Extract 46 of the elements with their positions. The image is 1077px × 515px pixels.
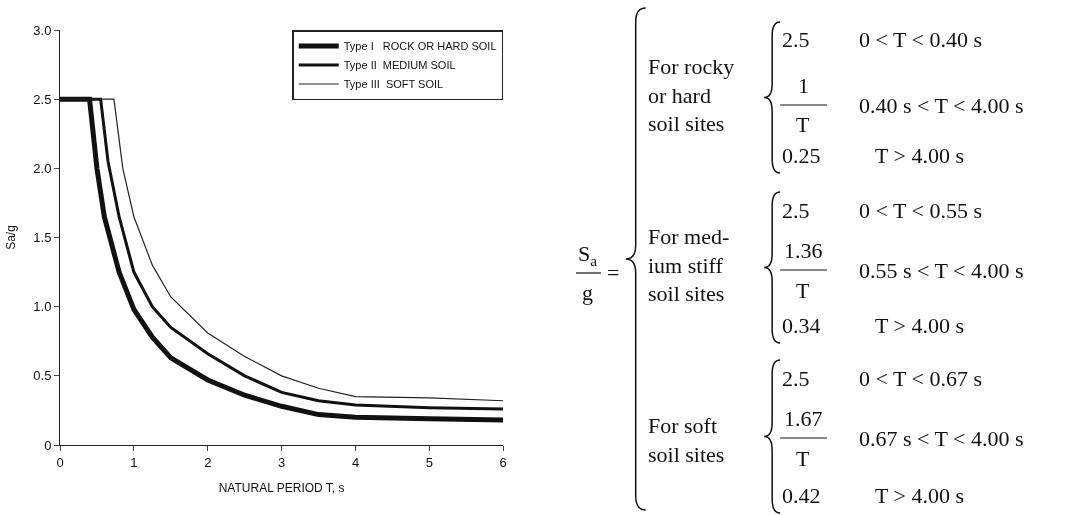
- text: 2.5: [782, 198, 810, 223]
- text: T > 4.00 s: [875, 483, 965, 508]
- text: For rocky or hard soil sites: [648, 54, 735, 137]
- x-tick-label: 0: [56, 454, 64, 470]
- text: 1: [798, 73, 809, 98]
- text: 0 < T < 0.40 s: [859, 27, 983, 52]
- text: For med- ium stiff soil sites: [648, 224, 730, 307]
- legend-label: Type I ROCK OR HARD SOIL: [343, 40, 497, 53]
- legend-label: Type III SOFT SOIL: [343, 78, 444, 91]
- text: T > 4.00 s: [875, 313, 965, 338]
- text: T: [796, 278, 810, 303]
- y-tick-label: 3.0: [33, 22, 52, 38]
- text: 0.25: [782, 143, 821, 168]
- text: 2.5: [782, 27, 810, 52]
- x-tick-label: 6: [499, 454, 507, 470]
- y-tick-label: 2.0: [33, 160, 52, 176]
- text: 0 < T < 0.67 s: [859, 366, 983, 391]
- text: 0 < T < 0.55 s: [859, 198, 983, 223]
- text: T: [796, 446, 810, 471]
- text: =: [607, 260, 620, 285]
- x-tick-label: 4: [351, 454, 360, 470]
- x-tick-label: 1: [130, 454, 138, 470]
- text: S$_{a}$: [578, 241, 598, 269]
- text: 1.36: [784, 238, 823, 263]
- x-tick-label: 2: [204, 454, 212, 470]
- y-axis-title: Sa/g: [3, 225, 18, 250]
- y-tick-label: 1.0: [33, 299, 52, 315]
- text: For soft soil sites: [648, 413, 725, 467]
- text: T > 4.00 s: [875, 143, 965, 168]
- text: 0.40 s < T < 4.00 s: [859, 93, 1024, 118]
- y-tick-label: 0.5: [33, 368, 52, 384]
- legend-label: Type II MEDIUM SOIL: [343, 59, 456, 72]
- y-tick-label: 2.5: [33, 91, 52, 107]
- text: 1.67: [784, 406, 823, 431]
- x-axis-title: NATURAL PERIOD T, s: [218, 481, 345, 496]
- y-tick-label: 1.5: [33, 230, 52, 246]
- text: g: [582, 280, 593, 305]
- x-tick-label: 3: [278, 454, 286, 470]
- text: 2.5: [782, 366, 810, 391]
- text: T: [796, 112, 810, 137]
- text: 0.67 s < T < 4.00 s: [859, 426, 1024, 451]
- text: 0.34: [782, 313, 821, 338]
- text: 0.42: [782, 483, 821, 508]
- text: 0.55 s < T < 4.00 s: [859, 258, 1024, 283]
- y-tick-label: 0: [44, 437, 52, 453]
- x-tick-label: 5: [425, 454, 433, 470]
